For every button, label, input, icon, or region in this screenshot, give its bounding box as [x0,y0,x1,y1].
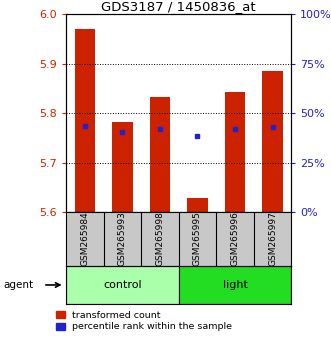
Bar [150,97,170,212]
Bar [75,29,95,212]
Bar [179,266,291,304]
Text: GSM265997: GSM265997 [268,211,277,267]
Bar [66,266,179,304]
Text: agent: agent [3,280,33,290]
Text: GSM265993: GSM265993 [118,211,127,267]
Text: control: control [103,280,142,290]
Bar [225,92,245,212]
Text: GSM265995: GSM265995 [193,211,202,267]
Bar [262,71,283,212]
Legend: transformed count, percentile rank within the sample: transformed count, percentile rank withi… [54,309,234,333]
Bar [187,198,208,212]
Bar [112,122,133,212]
Text: light: light [222,280,248,290]
Title: GDS3187 / 1450836_at: GDS3187 / 1450836_at [101,0,256,13]
Text: GSM265996: GSM265996 [230,211,240,267]
Text: GSM265998: GSM265998 [156,211,165,267]
Text: GSM265984: GSM265984 [80,212,89,266]
